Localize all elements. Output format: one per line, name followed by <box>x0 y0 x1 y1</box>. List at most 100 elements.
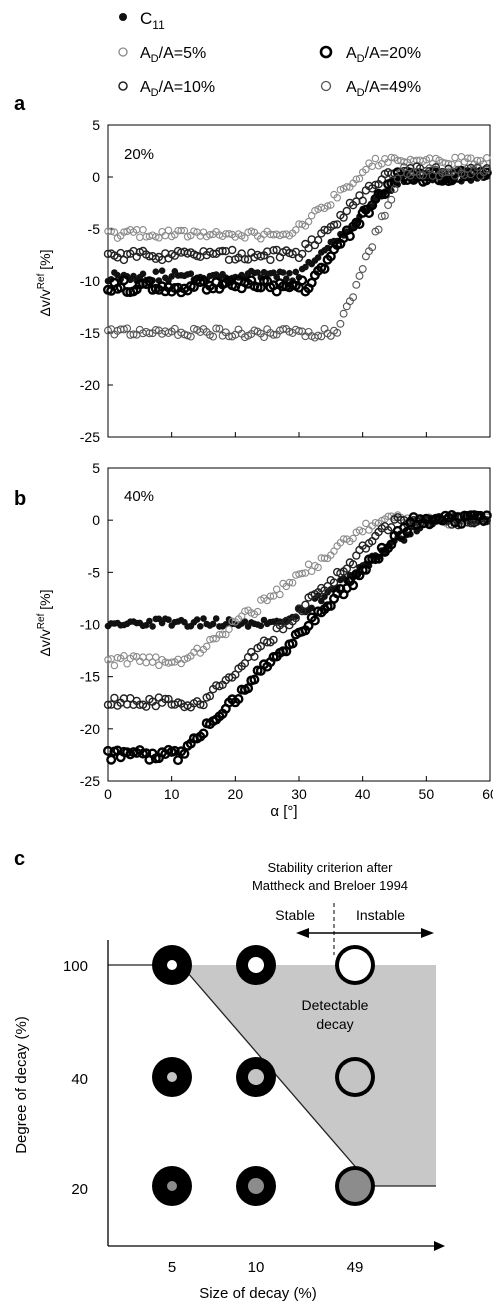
data-point-ad49 <box>336 319 345 328</box>
data-point-ad49 <box>409 168 418 177</box>
decay-core-10-40 <box>248 1069 264 1085</box>
data-point-ad10 <box>329 220 339 230</box>
data-point-ad10 <box>301 600 310 609</box>
stable-label: Stable <box>275 907 315 923</box>
data-point-ad5 <box>362 165 370 174</box>
data-point-ad5 <box>107 227 115 235</box>
x-category-10: 10 <box>248 1259 265 1276</box>
data-point-ad5 <box>400 158 408 166</box>
x-category-5: 5 <box>168 1259 176 1276</box>
data-point-c11 <box>130 272 137 280</box>
legend-label-ad5-main: A <box>140 45 151 62</box>
legend-label-ad49-rest: /A=49% <box>365 79 421 96</box>
data-point-ad49 <box>349 293 358 302</box>
data-point-ad49 <box>444 168 453 177</box>
data-point-c11 <box>187 270 195 278</box>
data-point-ad5 <box>327 201 335 209</box>
data-point-ad10 <box>269 635 278 645</box>
stability-title-line2: Mattheck and Breloer 1994 <box>252 878 408 893</box>
data-point-ad20 <box>309 615 320 626</box>
data-point-ad20 <box>106 754 117 765</box>
data-point-ad20 <box>249 674 260 685</box>
decay-core-49-20 <box>339 1170 371 1202</box>
legend: C11 AD/A=5% AD/A=20% AD/A=10% AD/A=49% <box>118 9 421 99</box>
data-point-ad5 <box>164 226 173 235</box>
panel-label-c: c <box>14 848 25 870</box>
data-point-ad20 <box>144 276 155 287</box>
data-point-ad10 <box>240 255 250 264</box>
panel-b-xtick-label: 50 <box>419 786 435 802</box>
data-point-ad5 <box>336 185 345 194</box>
data-point-ad10 <box>333 220 342 229</box>
data-point-ad49 <box>355 271 364 280</box>
data-point-ad20 <box>360 564 371 575</box>
region-label-line2: decay <box>316 1016 353 1032</box>
data-point-ad20 <box>319 263 330 274</box>
data-point-ad10 <box>199 700 208 710</box>
data-point-ad5 <box>467 154 475 162</box>
panel-b: b 50-5-10-15-20-250102030405060 40% Δv/v… <box>14 460 493 820</box>
legend-entry-c11: C11 <box>119 9 165 32</box>
data-point-ad5 <box>387 153 396 162</box>
data-point-c11 <box>292 268 300 276</box>
detectable-region <box>180 965 436 1186</box>
data-point-c11 <box>279 269 287 276</box>
data-point-ad10 <box>110 693 119 703</box>
data-point-ad20 <box>172 755 183 766</box>
decay-core-49-40 <box>339 1061 371 1093</box>
data-point-ad20 <box>386 539 397 550</box>
data-point-ad5 <box>180 226 189 235</box>
legend-label-ad49-main: A <box>346 79 357 96</box>
data-point-ad5 <box>104 656 112 664</box>
panel-b-annotation: 40% <box>124 488 154 505</box>
panel-b-xtick-label: 10 <box>164 786 180 802</box>
data-point-c11 <box>200 615 207 622</box>
data-point-ad10 <box>250 652 259 661</box>
data-point-ad5 <box>190 227 198 235</box>
data-point-ad10 <box>329 578 339 587</box>
data-point-ad5 <box>298 569 306 578</box>
data-point-ad10 <box>151 701 161 711</box>
data-point-c11 <box>139 270 147 278</box>
data-point-ad49 <box>260 333 268 342</box>
data-point-ad49 <box>333 328 342 337</box>
data-point-ad10 <box>218 246 227 256</box>
data-point-ad5 <box>339 535 348 543</box>
data-point-ad10 <box>313 235 323 245</box>
data-point-ad5 <box>276 590 284 599</box>
data-point-ad20 <box>481 510 492 521</box>
svg-text:AD/A=10%: AD/A=10% <box>140 79 215 99</box>
decay-core-49-100 <box>339 949 371 981</box>
legend-marker-ad5 <box>118 47 128 57</box>
data-point-ad49 <box>393 174 402 183</box>
data-point-ad5 <box>222 630 230 639</box>
data-point-c11 <box>314 254 322 261</box>
panel-b-xtick-label: 0 <box>104 786 112 802</box>
data-point-ad49 <box>123 324 132 333</box>
y-category-40: 40 <box>71 1071 88 1088</box>
data-point-ad20 <box>303 620 314 631</box>
data-point-ad5 <box>123 659 131 668</box>
data-point-ad5 <box>177 226 185 235</box>
data-point-ad5 <box>241 234 249 242</box>
panel-a-annotation: 20% <box>124 146 154 163</box>
data-point-ad49 <box>339 309 348 318</box>
data-point-ad5 <box>155 661 163 670</box>
legend-entry-ad20: AD/A=20% <box>319 45 421 65</box>
data-point-ad5 <box>323 202 332 210</box>
data-point-ad5 <box>288 579 297 587</box>
legend-marker-ad49 <box>320 80 332 92</box>
data-point-ad10 <box>348 560 358 569</box>
panel-label-b: b <box>14 488 26 510</box>
data-point-ad49 <box>269 330 278 339</box>
data-point-ad20 <box>198 276 209 287</box>
data-point-ad5 <box>320 554 329 562</box>
data-point-c11 <box>158 267 166 275</box>
data-point-ad49 <box>352 280 361 289</box>
data-point-c11 <box>168 273 175 280</box>
data-point-ad49 <box>368 243 377 252</box>
data-point-c11 <box>165 616 172 623</box>
legend-label-ad10-main: A <box>140 79 151 96</box>
panel-b-xtick-label: 20 <box>228 786 244 802</box>
